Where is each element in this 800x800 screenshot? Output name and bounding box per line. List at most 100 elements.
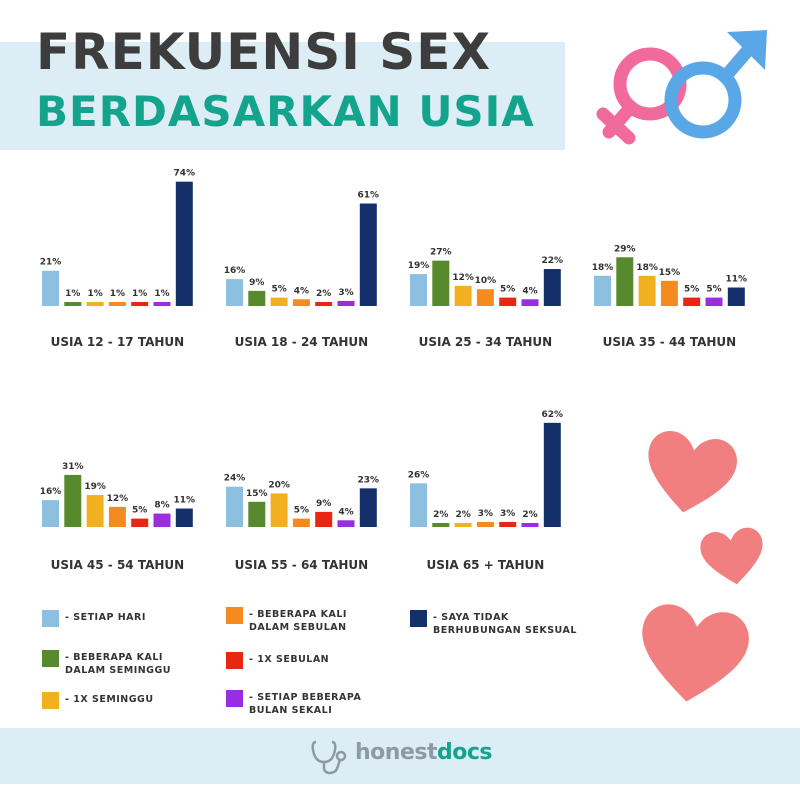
bar xyxy=(454,523,472,527)
bar-value-label: 2% xyxy=(316,289,331,299)
bar xyxy=(359,203,377,306)
bar xyxy=(521,299,539,306)
group-label: USIA 45 - 54 TAHUN xyxy=(51,558,185,572)
bar xyxy=(292,299,310,306)
bar xyxy=(543,422,561,527)
bar-value-label: 1% xyxy=(65,289,80,299)
group-label: USIA 12 - 17 TAHUN xyxy=(51,335,185,349)
group-label: USIA 18 - 24 TAHUN xyxy=(235,335,369,349)
bar xyxy=(315,511,333,527)
bar xyxy=(410,483,427,527)
bar xyxy=(638,275,656,306)
bar-value-label: 10% xyxy=(475,276,497,286)
bar xyxy=(131,518,149,527)
bar xyxy=(64,474,82,527)
bar xyxy=(499,521,517,527)
logo: honestdocs xyxy=(355,740,492,765)
bar-value-label: 16% xyxy=(224,266,246,276)
bar-value-label: 61% xyxy=(358,191,380,201)
bar xyxy=(226,279,243,306)
bar xyxy=(432,523,450,527)
bar-value-label: 31% xyxy=(62,462,84,472)
bar-value-label: 5% xyxy=(271,285,286,295)
bar-value-label: 15% xyxy=(659,268,681,278)
bar xyxy=(248,501,266,527)
bar xyxy=(476,521,494,527)
bar-value-label: 3% xyxy=(478,509,493,519)
heart-small-icon xyxy=(700,527,763,585)
bar xyxy=(683,297,701,306)
bar xyxy=(248,290,266,306)
bar xyxy=(337,520,355,527)
bar xyxy=(153,302,171,306)
bar-value-label: 20% xyxy=(268,480,290,490)
footer: honestdocs xyxy=(0,728,800,784)
bar-value-label: 11% xyxy=(726,275,748,285)
bar xyxy=(454,285,472,306)
bar-value-label: 15% xyxy=(246,489,268,499)
group-label: USIA 35 - 44 TAHUN xyxy=(603,335,737,349)
bar-value-label: 16% xyxy=(40,487,62,497)
bar-value-label: 12% xyxy=(107,494,129,504)
bar xyxy=(727,287,745,306)
group-label: USIA 65 + TAHUN xyxy=(427,558,545,572)
bar xyxy=(270,297,288,306)
bar xyxy=(175,181,193,306)
bar-value-label: 27% xyxy=(430,248,452,258)
bar xyxy=(594,275,611,306)
page-subtitle: BERDASARKAN USIA xyxy=(36,87,535,136)
group-label: USIA 25 - 34 TAHUN xyxy=(419,335,553,349)
bar-value-label: 1% xyxy=(154,289,169,299)
heart-large-bottom-icon xyxy=(642,604,749,702)
bar xyxy=(42,270,59,306)
bar-value-label: 1% xyxy=(87,289,102,299)
title-band xyxy=(0,42,565,150)
bar-value-label: 62% xyxy=(542,410,564,420)
bar xyxy=(521,523,539,527)
heart-large-top-icon xyxy=(648,431,737,513)
bar xyxy=(175,508,193,527)
bar-value-label: 2% xyxy=(455,510,470,520)
bar-value-label: 5% xyxy=(294,506,309,516)
bar-value-label: 4% xyxy=(522,286,537,296)
bar xyxy=(108,506,126,527)
bar xyxy=(270,493,288,527)
bar-value-label: 29% xyxy=(614,244,636,254)
logo-part1: honest xyxy=(355,740,437,765)
bar xyxy=(499,297,517,306)
group-label: USIA 55 - 64 TAHUN xyxy=(235,558,369,572)
page-title: FREKUENSI SEX xyxy=(36,23,492,81)
bar-value-label: 19% xyxy=(408,261,430,271)
bar-value-label: 5% xyxy=(706,285,721,295)
bar-value-label: 18% xyxy=(592,263,614,273)
bar xyxy=(543,269,561,306)
bar-value-label: 5% xyxy=(684,285,699,295)
bar-value-label: 5% xyxy=(132,506,147,516)
bar-value-label: 9% xyxy=(316,499,331,509)
logo-part2: docs xyxy=(436,740,493,765)
bar-value-label: 23% xyxy=(358,475,380,485)
bar xyxy=(337,300,355,306)
bar xyxy=(616,257,634,306)
bar-value-label: 9% xyxy=(249,278,264,288)
bar-value-label: 1% xyxy=(110,289,125,299)
bar-value-label: 5% xyxy=(500,285,515,295)
bar xyxy=(226,486,243,527)
bar-value-label: 4% xyxy=(294,286,309,296)
bar xyxy=(131,302,149,306)
bar xyxy=(432,260,450,306)
bar xyxy=(410,274,427,306)
bar xyxy=(108,302,126,306)
bar-value-label: 24% xyxy=(224,474,246,484)
male-symbol-icon xyxy=(664,30,767,139)
bar-value-label: 3% xyxy=(500,509,515,519)
bar-value-label: 19% xyxy=(84,482,106,492)
bar-value-label: 22% xyxy=(542,256,564,266)
bar xyxy=(64,302,82,306)
bar-value-label: 11% xyxy=(174,496,196,506)
bar xyxy=(42,500,59,527)
bar-value-label: 1% xyxy=(132,289,147,299)
bar xyxy=(359,488,377,527)
bar-value-label: 8% xyxy=(154,501,169,511)
